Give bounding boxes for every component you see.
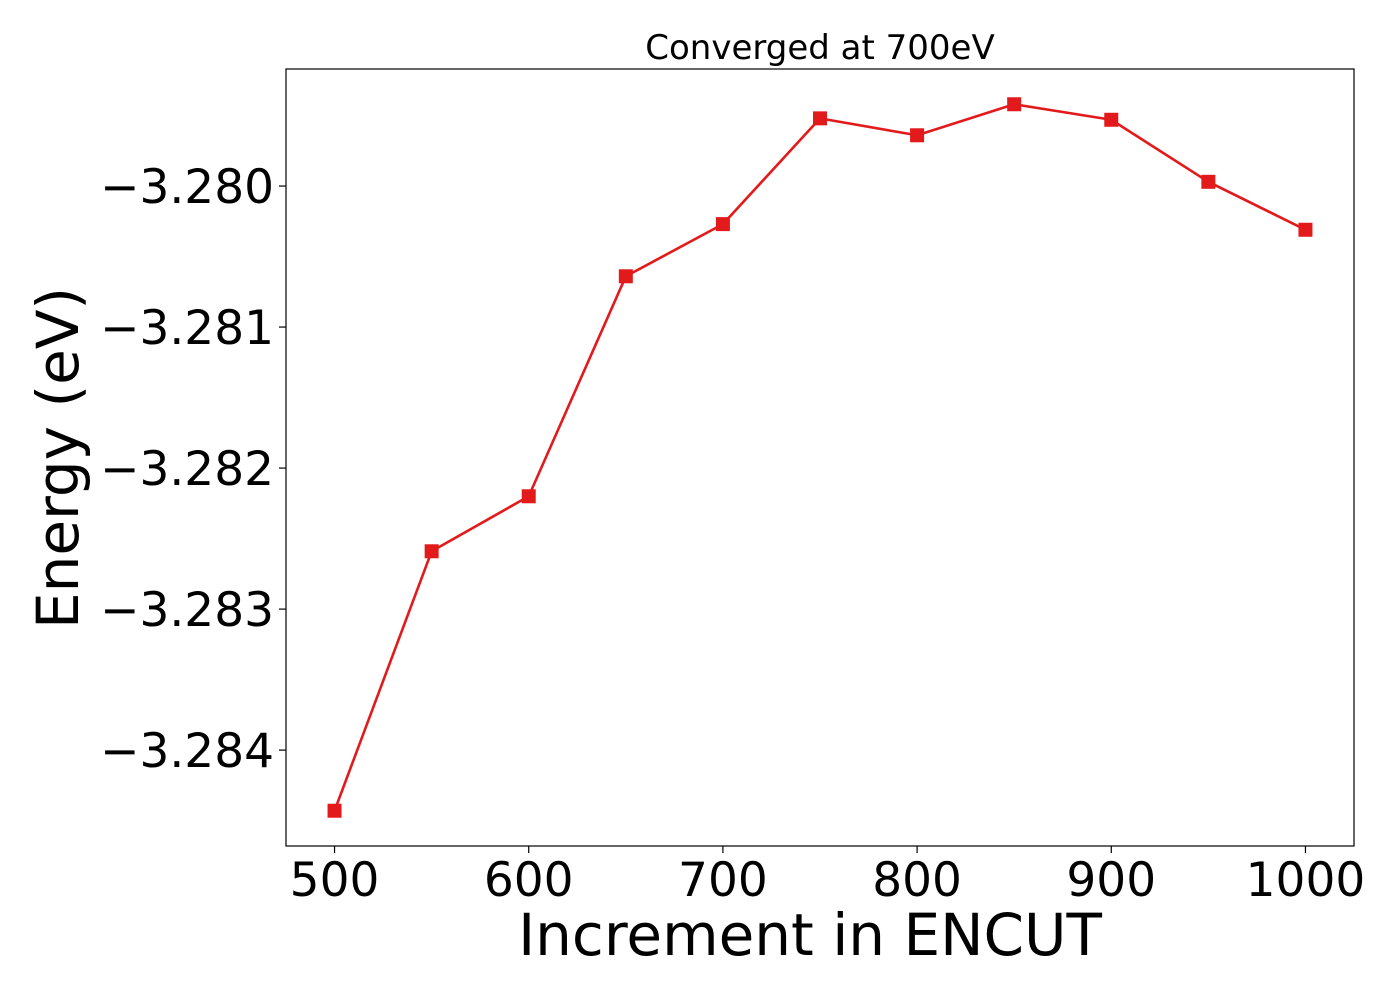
data-point-marker (327, 803, 342, 818)
y-axis-label: Energy (eV) (24, 287, 92, 629)
y-axis-ticks: −3.280 −3.281 −3.282 −3.283 −3.284 (100, 160, 286, 779)
x-tick-label: 800 (872, 853, 962, 908)
y-tick-label: −3.281 (100, 301, 274, 356)
data-point-marker (910, 128, 925, 143)
x-tick-label: 700 (678, 853, 768, 908)
y-tick-label: −3.280 (100, 160, 274, 215)
data-point-marker (1104, 112, 1119, 127)
x-tick-label: 500 (290, 853, 380, 908)
series-layer (327, 97, 1313, 818)
x-axis-ticks: 500 600 700 800 900 1000 (290, 846, 1366, 908)
x-axis-label: Increment in ENCUT (518, 901, 1102, 969)
x-tick-label: 1000 (1246, 853, 1366, 908)
data-point-marker (618, 269, 633, 284)
y-tick-label: −3.283 (100, 583, 274, 638)
data-point-marker (424, 544, 439, 559)
data-point-marker (521, 489, 536, 504)
y-tick-label: −3.284 (100, 724, 274, 779)
data-point-marker (813, 111, 827, 126)
x-tick-label: 900 (1066, 853, 1156, 908)
data-point-marker (1201, 174, 1216, 189)
data-point-marker (715, 217, 730, 232)
x-tick-label: 600 (484, 853, 574, 908)
y-tick-label: −3.282 (100, 442, 274, 497)
data-point-marker (1298, 222, 1313, 237)
chart-title: Converged at 700eV (645, 28, 994, 68)
data-point-marker (1007, 97, 1022, 112)
plot-area: 500 600 700 800 900 1000 −3.280−3.281−3.282−3… (100, 68, 1366, 908)
plot-frame (285, 68, 1355, 847)
